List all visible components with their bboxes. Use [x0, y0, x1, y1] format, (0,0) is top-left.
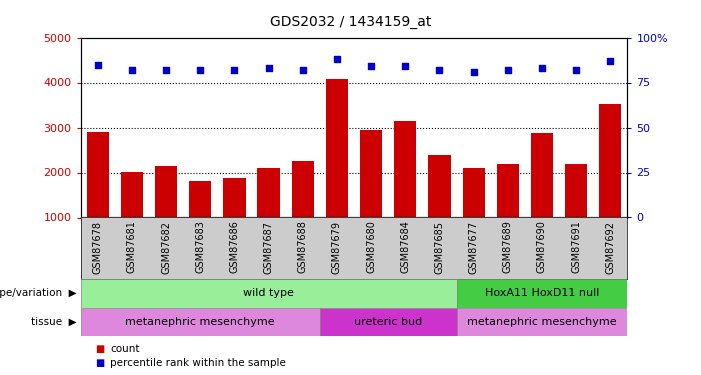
Bar [565, 164, 587, 218]
Text: wild type: wild type [243, 288, 294, 298]
Point [332, 56, 343, 62]
Text: GSM87682: GSM87682 [161, 220, 171, 274]
Text: GSM87690: GSM87690 [537, 220, 547, 273]
Point [161, 67, 172, 73]
Bar [189, 181, 211, 218]
Bar [81, 308, 320, 336]
Bar [257, 168, 280, 217]
Text: GSM87691: GSM87691 [571, 220, 581, 273]
Text: GSM87688: GSM87688 [298, 220, 308, 273]
Point [468, 69, 479, 75]
Bar [81, 279, 456, 308]
Text: GSM87683: GSM87683 [195, 220, 205, 273]
Bar [87, 132, 109, 218]
Bar [531, 134, 553, 218]
Bar [360, 130, 382, 218]
Point [434, 67, 445, 73]
Point [126, 67, 137, 73]
Bar [320, 308, 456, 336]
Point [263, 65, 274, 71]
Text: GDS2032 / 1434159_at: GDS2032 / 1434159_at [270, 15, 431, 29]
Bar [428, 155, 451, 218]
Text: tissue  ▶: tissue ▶ [32, 316, 77, 327]
Text: GSM87677: GSM87677 [468, 220, 479, 274]
Point [365, 63, 376, 69]
Text: GSM87684: GSM87684 [400, 220, 410, 273]
Point [571, 67, 582, 73]
Point [92, 62, 103, 68]
Point [229, 67, 240, 73]
Bar [121, 172, 143, 217]
Text: percentile rank within the sample: percentile rank within the sample [110, 358, 286, 368]
Text: GSM87680: GSM87680 [366, 220, 376, 273]
Text: ■: ■ [95, 358, 104, 368]
Bar [394, 121, 416, 218]
Text: genotype/variation  ▶: genotype/variation ▶ [0, 288, 77, 298]
Bar [497, 164, 519, 218]
Bar [463, 168, 484, 217]
Bar [456, 308, 627, 336]
Bar [292, 161, 314, 218]
Point [297, 67, 308, 73]
Text: GSM87689: GSM87689 [503, 220, 513, 273]
Bar [456, 279, 627, 308]
Text: GSM87685: GSM87685 [435, 220, 444, 274]
Bar [326, 79, 348, 218]
Text: count: count [110, 344, 139, 354]
Point [536, 65, 547, 71]
Bar [599, 104, 621, 218]
Text: metanephric mesenchyme: metanephric mesenchyme [125, 316, 275, 327]
Point [605, 58, 616, 64]
Bar [155, 166, 177, 218]
Text: GSM87678: GSM87678 [93, 220, 103, 274]
Bar [224, 178, 245, 218]
Point [502, 67, 513, 73]
Text: GSM87679: GSM87679 [332, 220, 342, 274]
Point [195, 67, 206, 73]
Text: metanephric mesenchyme: metanephric mesenchyme [467, 316, 617, 327]
Text: ureteric bud: ureteric bud [354, 316, 422, 327]
Text: GSM87687: GSM87687 [264, 220, 273, 274]
Point [400, 63, 411, 69]
Text: ■: ■ [95, 344, 104, 354]
Text: GSM87686: GSM87686 [229, 220, 240, 273]
Text: GSM87681: GSM87681 [127, 220, 137, 273]
Text: HoxA11 HoxD11 null: HoxA11 HoxD11 null [485, 288, 599, 298]
Text: GSM87692: GSM87692 [605, 220, 615, 274]
